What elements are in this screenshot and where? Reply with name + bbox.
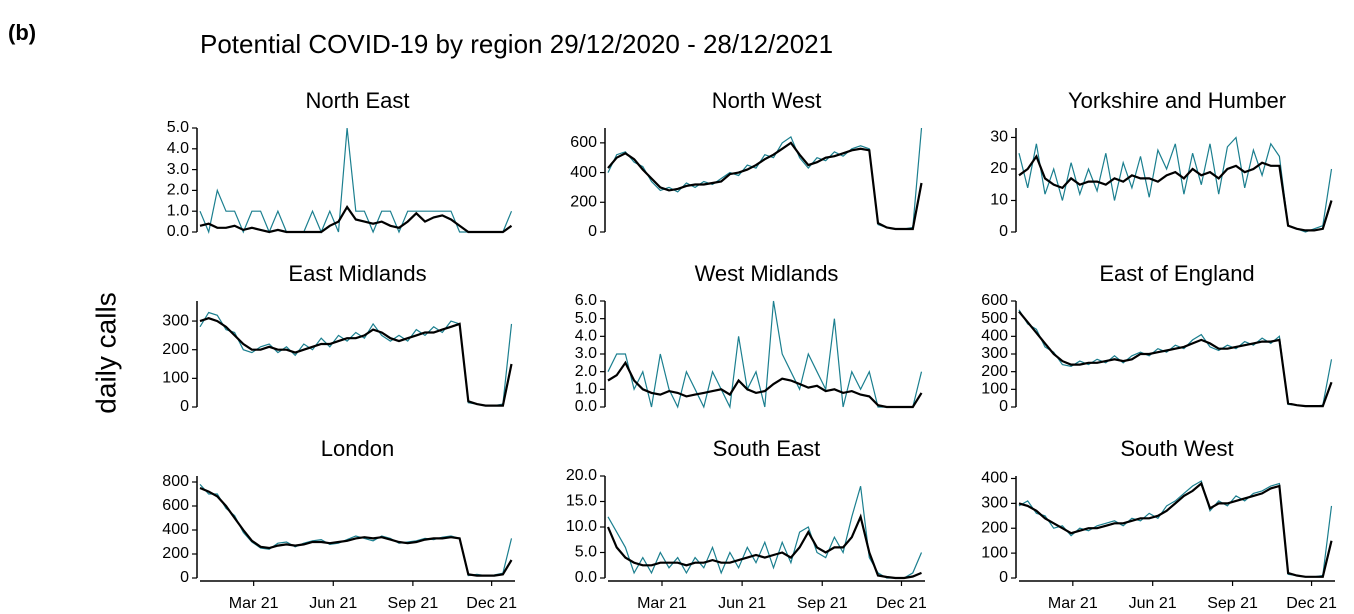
y-tick-label: 4.0 (167, 140, 189, 157)
y-tick-label: 5.0 (575, 310, 597, 327)
y-tick-label: 600 (570, 134, 597, 151)
y-tick-label: 400 (981, 470, 1008, 487)
x-tick-label: Sep 21 (388, 595, 439, 612)
y-tick-label: 15.0 (566, 493, 597, 510)
y-tick-label: 200 (570, 194, 597, 211)
series-line (1018, 154, 1333, 232)
y-tick-label: 200 (162, 341, 189, 358)
series-line (606, 513, 922, 580)
panel-title: East of England (1099, 261, 1254, 286)
y-tick-label: 30 (990, 129, 1008, 146)
series-line (199, 311, 513, 407)
y-tick-label: 200 (162, 545, 189, 562)
y-tick-label: 100 (981, 381, 1008, 398)
y-tick-label: 0.0 (167, 223, 189, 240)
x-tick-label: Dec 21 (876, 595, 927, 612)
y-tick-label: 5.0 (167, 119, 189, 136)
y-tick-label: 200 (981, 519, 1008, 536)
series-line (607, 141, 923, 231)
y-tick-label: 600 (162, 497, 189, 514)
x-tick-label: Sep 21 (1207, 595, 1258, 612)
y-tick-label: 500 (981, 310, 1008, 327)
series-line (607, 486, 923, 579)
series-line (607, 300, 923, 410)
y-tick-label: 4.0 (575, 328, 597, 345)
series-line (199, 317, 513, 407)
y-tick-label: 400 (162, 521, 189, 538)
x-tick-label: Jun 21 (718, 595, 766, 612)
y-tick-label: 1.0 (575, 381, 597, 398)
y-tick-label: 0.0 (575, 569, 597, 586)
y-tick-label: 5.0 (575, 544, 597, 561)
panel-title: North East (306, 88, 410, 113)
y-tick-label: 300 (981, 345, 1008, 362)
series-line (1018, 309, 1333, 407)
series-line (1018, 480, 1333, 578)
panel-title: London (321, 436, 394, 461)
series-line (199, 486, 513, 577)
series-line (1018, 481, 1333, 578)
panel-title: West Midlands (695, 261, 839, 286)
x-tick-label: Jun 21 (1129, 595, 1177, 612)
x-tick-label: Mar 21 (1048, 595, 1098, 612)
panel-title: North West (712, 88, 822, 113)
panel-title: Yorkshire and Humber (1068, 88, 1286, 113)
y-tick-label: 100 (981, 544, 1008, 561)
y-tick-label: 10 (990, 192, 1008, 209)
y-tick-label: 20 (990, 160, 1008, 177)
series-line (199, 204, 513, 234)
y-tick-label: 2.0 (167, 182, 189, 199)
y-tick-label: 300 (162, 312, 189, 329)
y-tick-label: 0 (588, 223, 597, 240)
y-tick-label: 1.0 (167, 202, 189, 219)
series-line (607, 127, 923, 230)
y-tick-label: 0.0 (575, 398, 597, 415)
y-tick-label: 100 (162, 370, 189, 387)
y-tick-label: 200 (981, 363, 1008, 380)
y-tick-label: 0 (180, 398, 189, 415)
series-line (199, 127, 513, 235)
series-line (607, 360, 923, 409)
y-tick-label: 0 (999, 569, 1008, 586)
y-tick-label: 0 (180, 569, 189, 586)
panel-label: (b) (8, 20, 36, 45)
y-tick-label: 0 (999, 398, 1008, 415)
panel-title: East Midlands (288, 261, 426, 286)
y-tick-label: 20.0 (566, 467, 597, 484)
x-tick-label: Sep 21 (797, 595, 848, 612)
y-tick-label: 800 (162, 473, 189, 490)
y-tick-label: 10.0 (566, 518, 597, 535)
series-line (1018, 136, 1333, 233)
figure-title: Potential COVID-19 by region 29/12/2020 … (200, 29, 833, 59)
x-tick-label: Dec 21 (466, 595, 517, 612)
x-tick-label: Mar 21 (229, 595, 279, 612)
y-tick-label: 2.0 (575, 363, 597, 380)
y-tick-label: 3.0 (575, 345, 597, 362)
y-axis-label: daily calls (90, 292, 121, 413)
panel-title: South East (713, 436, 821, 461)
x-tick-label: Jun 21 (309, 595, 357, 612)
panel-title: South West (1120, 436, 1233, 461)
y-tick-label: 0 (999, 223, 1008, 240)
x-tick-label: Dec 21 (1286, 595, 1337, 612)
series-line (1018, 310, 1333, 408)
y-tick-label: 600 (981, 292, 1008, 309)
y-tick-label: 6.0 (575, 292, 597, 309)
y-tick-label: 300 (981, 495, 1008, 512)
x-tick-label: Mar 21 (637, 595, 687, 612)
y-tick-label: 3.0 (167, 161, 189, 178)
y-tick-label: 400 (570, 164, 597, 181)
y-tick-label: 400 (981, 328, 1008, 345)
